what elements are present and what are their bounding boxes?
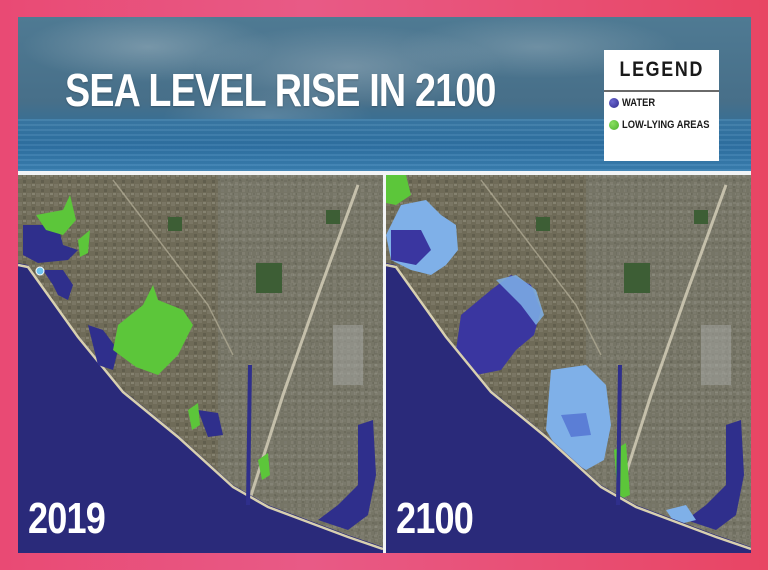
infographic-frame: SEA LEVEL RISE IN 2100 LEGEND WATER LOW-… bbox=[18, 17, 751, 553]
year-label-2100: 2100 bbox=[396, 494, 474, 543]
legend-item-low-lying: LOW-LYING AREAS bbox=[604, 114, 719, 136]
legend-title: LEGEND bbox=[604, 50, 719, 92]
satellite-map-2100 bbox=[386, 175, 751, 553]
water-dot-icon bbox=[609, 98, 619, 108]
header-banner: SEA LEVEL RISE IN 2100 LEGEND WATER LOW-… bbox=[18, 17, 751, 171]
legend-box: LEGEND WATER LOW-LYING AREAS bbox=[604, 50, 719, 161]
year-label-2019: 2019 bbox=[28, 494, 106, 543]
legend-label: LOW-LYING AREAS bbox=[622, 119, 710, 131]
satellite-map-2019 bbox=[18, 175, 383, 553]
divider bbox=[383, 171, 386, 553]
ocean bbox=[18, 263, 383, 553]
page-title: SEA LEVEL RISE IN 2100 bbox=[65, 64, 496, 116]
map-panel-2019: 2019 bbox=[18, 175, 383, 553]
low-lying-area bbox=[36, 195, 76, 235]
legend-label: WATER bbox=[622, 97, 656, 109]
ocean bbox=[386, 263, 751, 553]
location-pin-icon bbox=[35, 266, 45, 276]
legend-item-water: WATER bbox=[604, 92, 719, 114]
map-panel-2100: 2100 bbox=[386, 175, 751, 553]
low-lying-area bbox=[113, 285, 193, 375]
low-lying-dot-icon bbox=[609, 120, 619, 130]
